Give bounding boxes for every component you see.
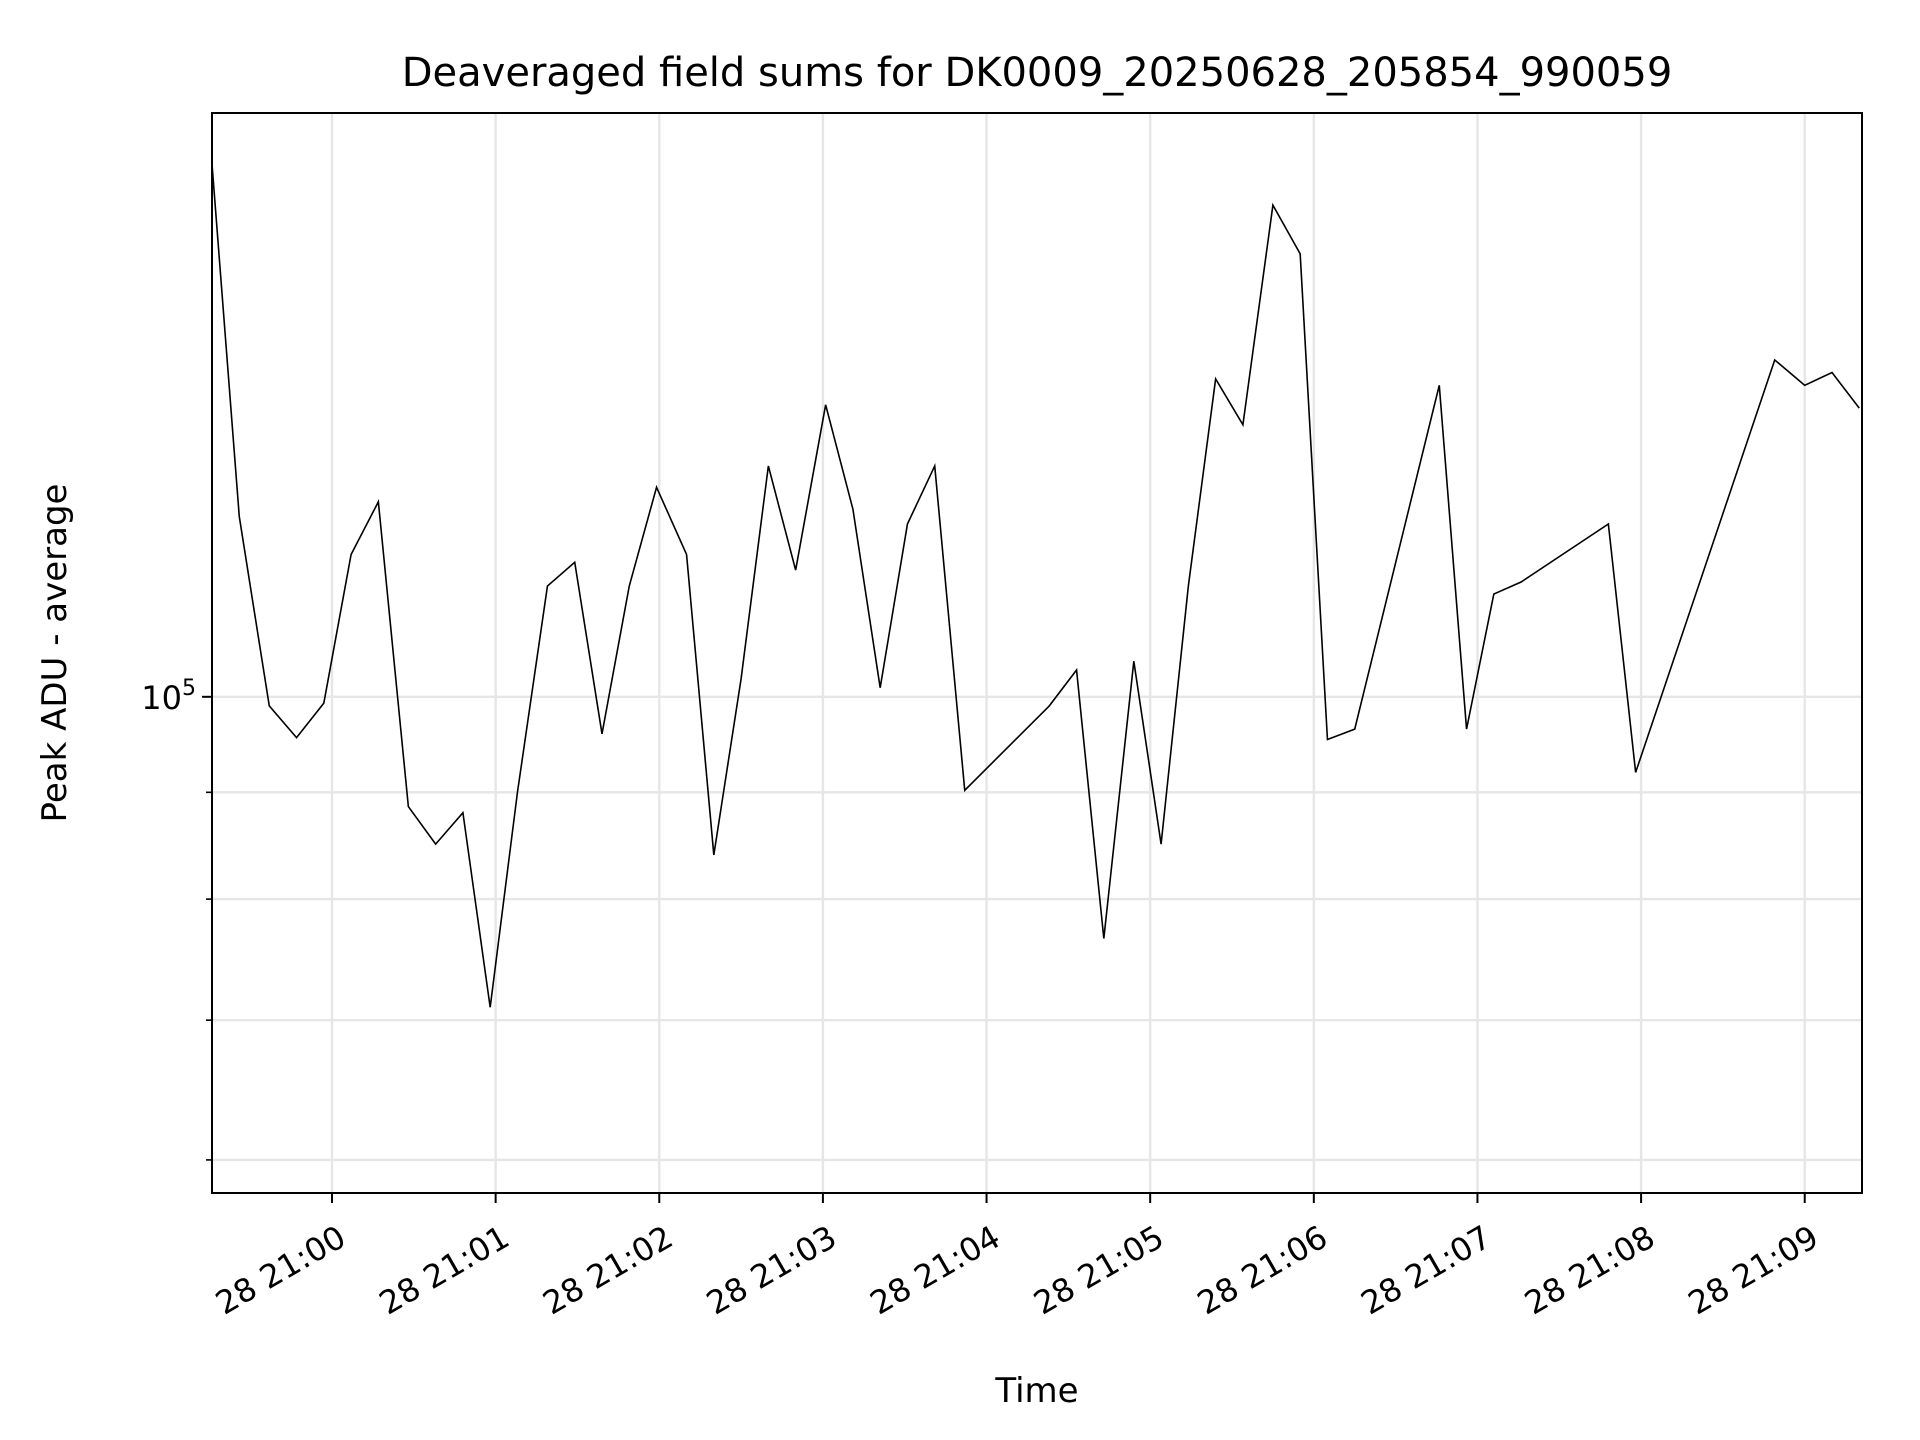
series-line bbox=[211, 163, 1860, 1008]
x-axis-label: Time bbox=[994, 1371, 1078, 1411]
y-axis-label: Peak ADU - average bbox=[35, 484, 75, 823]
grid bbox=[212, 113, 1862, 1193]
chart-title: Deaveraged field sums for DK0009_2025062… bbox=[402, 50, 1673, 96]
plot-frame bbox=[211, 112, 1863, 1194]
y-tick-label: 105 bbox=[141, 676, 196, 717]
data-line-layer bbox=[211, 163, 1860, 1008]
